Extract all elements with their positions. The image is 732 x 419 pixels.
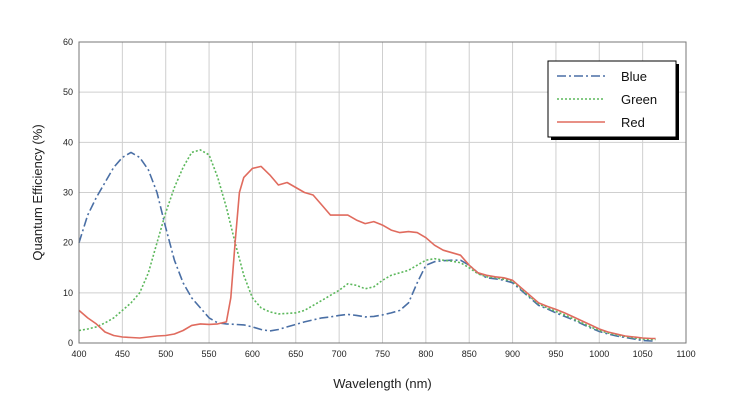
legend: Blue Green Red [547, 60, 679, 140]
series-line-red [78, 165, 656, 340]
x-tick-label-700: 700 [332, 349, 347, 359]
x-tick-label-1050: 1050 [633, 349, 653, 359]
y-axis-label: Quantum Efficiency (%) [30, 124, 45, 260]
series-line-blue [78, 151, 656, 342]
series-lines [78, 149, 656, 342]
y-tick-label-60: 60 [63, 37, 73, 47]
x-tick-label-550: 550 [202, 349, 217, 359]
x-axis-label: Wavelength (nm) [333, 376, 432, 391]
x-tick-label-950: 950 [548, 349, 563, 359]
legend-label-green: Green [621, 92, 657, 107]
x-tick-label-1100: 1100 [676, 349, 695, 359]
x-tick-label-500: 500 [158, 349, 173, 359]
x-tick-label-750: 750 [375, 349, 390, 359]
x-tick-label-400: 400 [71, 349, 86, 359]
x-tick-label-1000: 1000 [589, 349, 609, 359]
x-tick-label-600: 600 [245, 349, 260, 359]
legend-label-blue: Blue [621, 69, 647, 84]
y-tick-label-50: 50 [63, 87, 73, 97]
series-line-green [78, 149, 656, 341]
legend-label-red: Red [621, 115, 645, 130]
x-tick-label-650: 650 [288, 349, 303, 359]
y-tick-label-10: 10 [63, 288, 73, 298]
y-tick-label-20: 20 [63, 238, 73, 248]
x-tick-label-800: 800 [418, 349, 433, 359]
x-tick-label-450: 450 [115, 349, 130, 359]
y-tick-label-30: 30 [63, 188, 73, 198]
x-tick-label-850: 850 [462, 349, 477, 359]
y-tick-label-40: 40 [63, 137, 73, 147]
y-tick-label-0: 0 [68, 338, 73, 348]
tick-labels: 400 450 500 550 600 650 700 750 800 850 900 950 1000… [63, 37, 696, 359]
x-tick-label-900: 900 [505, 349, 520, 359]
plot-frame [78, 41, 687, 344]
